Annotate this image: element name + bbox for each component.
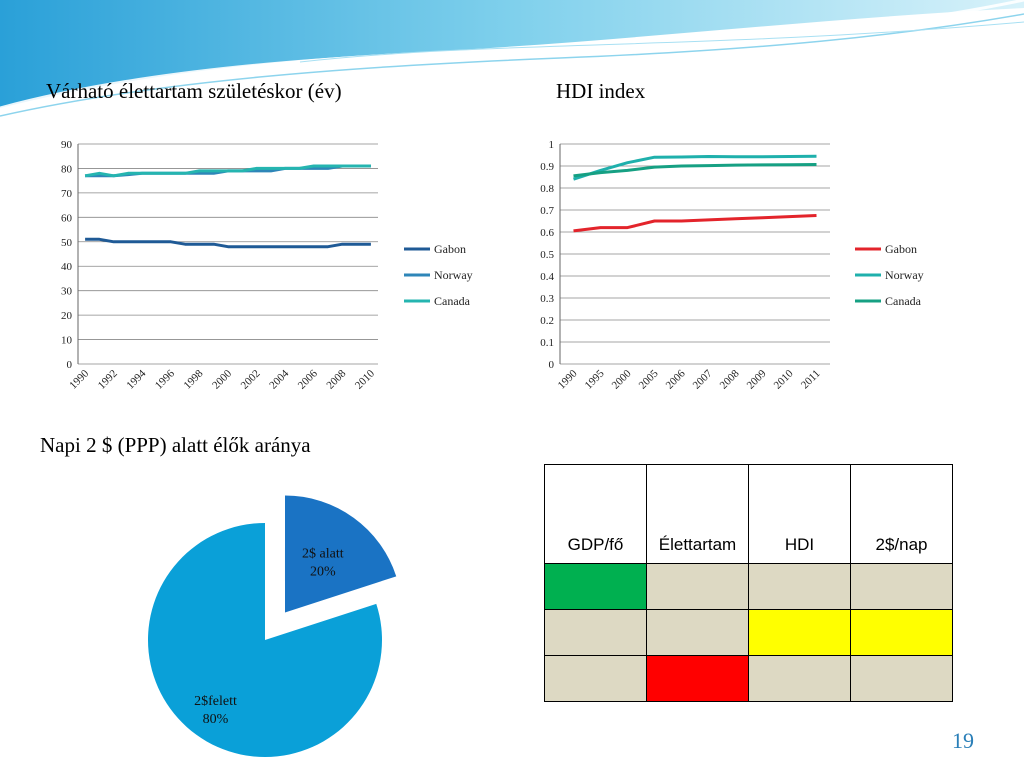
table-row [544, 609, 953, 656]
y-tick-label: 1 [549, 139, 555, 151]
table-cell [748, 563, 851, 610]
series-line-canada [84, 164, 371, 178]
table-cell [646, 655, 749, 702]
pie-slice-value: 80% [203, 712, 229, 727]
x-tick-label: 2004 [267, 367, 291, 391]
legend-label-norway: Norway [434, 268, 473, 282]
y-tick-label: 70 [61, 188, 73, 200]
x-tick-label: 2005 [637, 367, 661, 391]
x-tick-label: 2007 [691, 367, 715, 391]
x-tick-label: 2006 [664, 367, 688, 391]
legend-label-gabon: Gabon [434, 242, 466, 256]
y-tick-label: 0.8 [540, 183, 554, 195]
series-line-gabon [85, 237, 371, 249]
x-tick-label: 1995 [583, 367, 607, 391]
table-cell [646, 563, 749, 610]
poverty-pie-title: Napi 2 $ (PPP) alatt élők aránya [40, 433, 311, 457]
table-header-row: GDP/fő Élettartam HDI 2$/nap [544, 464, 953, 564]
y-tick-label: 40 [61, 261, 73, 273]
header-gdp: GDP/fő [544, 464, 647, 564]
x-tick-label: 2008 [324, 367, 348, 391]
x-tick-label: 1990 [556, 367, 580, 391]
table-cell [850, 655, 953, 702]
table-cell [850, 563, 953, 610]
x-tick-label: 1998 [182, 367, 206, 391]
header-hdi: HDI [748, 464, 851, 564]
y-tick-label: 60 [61, 212, 73, 224]
legend-label-canada: Canada [434, 294, 471, 308]
y-tick-label: 0.7 [540, 205, 554, 217]
x-tick-label: 2011 [799, 368, 823, 392]
y-tick-label: 80 [61, 163, 73, 175]
x-tick-label: 2000 [210, 367, 234, 391]
table-cell [544, 563, 647, 610]
x-tick-label: 2010 [772, 367, 796, 391]
y-tick-label: 0.1 [540, 337, 554, 349]
header-2-dollar-per-day: 2$/nap [850, 464, 953, 564]
table-row [544, 563, 953, 610]
legend-label-norway: Norway [885, 268, 924, 282]
table-row [544, 655, 953, 702]
legend-label-gabon: Gabon [885, 242, 917, 256]
y-tick-label: 0.6 [540, 227, 554, 239]
y-tick-label: 20 [61, 310, 73, 322]
series-line-gabon [573, 214, 817, 233]
poverty-pie-chart: 2$ alatt 20% 2$felett 80% [148, 495, 397, 757]
pie-slice-label: 2$ alatt [302, 546, 344, 561]
x-tick-label: 2009 [745, 367, 769, 391]
table-cell [544, 655, 647, 702]
table-cell [748, 609, 851, 656]
x-tick-label: 2006 [296, 367, 320, 391]
header-life-expectancy: Élettartam [646, 464, 749, 564]
pie-slice-value: 20% [310, 564, 336, 579]
y-tick-label: 50 [61, 237, 73, 249]
series-line-norway [573, 154, 817, 181]
hdi-chart-title: HDI index [556, 79, 646, 103]
y-tick-label: 30 [61, 286, 73, 298]
y-tick-label: 0.4 [540, 271, 554, 283]
x-tick-label: 2000 [610, 367, 634, 391]
pie-slice [284, 495, 397, 613]
pie-slice-label: 2$felett [194, 694, 237, 709]
table-cell [850, 609, 953, 656]
comparison-table: GDP/fő Élettartam HDI 2$/nap [544, 464, 953, 702]
decorative-wave-banner [0, 0, 1024, 117]
x-tick-label: 1992 [96, 368, 120, 392]
legend-label-canada: Canada [885, 294, 922, 308]
y-tick-label: 0 [67, 359, 73, 371]
life-expectancy-chart-title: Várható élettartam születéskor (év) [46, 79, 342, 103]
y-tick-label: 10 [61, 335, 73, 347]
pie-slice [148, 523, 382, 757]
x-tick-label: 2010 [353, 367, 377, 391]
x-tick-label: 1996 [153, 367, 177, 391]
table-cell [748, 655, 851, 702]
y-tick-label: 0.9 [540, 161, 554, 173]
x-tick-label: 2002 [239, 368, 263, 392]
x-tick-label: 2008 [718, 367, 742, 391]
y-tick-label: 0.2 [540, 315, 554, 327]
y-tick-label: 90 [61, 139, 73, 151]
series-line-canada [573, 163, 817, 178]
page-number: 19 [952, 728, 974, 753]
table-cell [544, 609, 647, 656]
table-cell [646, 609, 749, 656]
y-tick-label: 0.5 [540, 249, 554, 261]
x-tick-label: 1994 [124, 367, 148, 391]
y-tick-label: 0 [549, 359, 555, 371]
y-tick-label: 0.3 [540, 293, 554, 305]
